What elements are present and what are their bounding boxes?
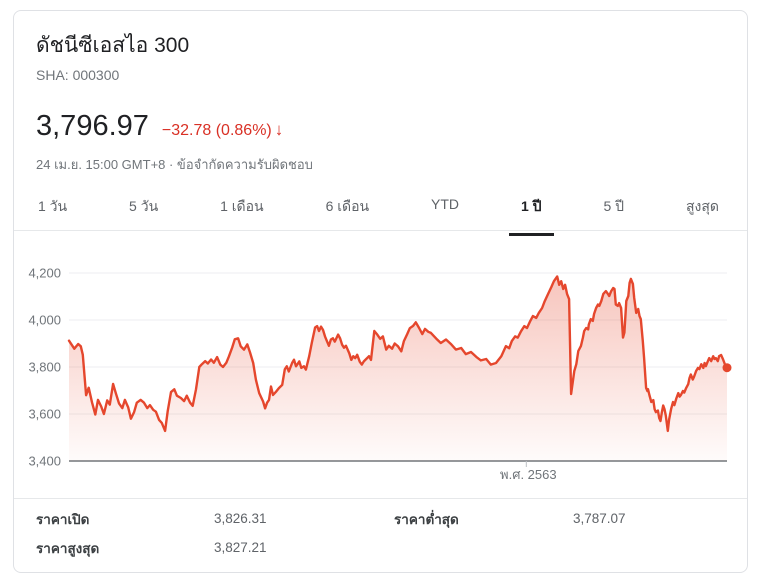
last-price-dot (722, 363, 732, 373)
stat-label: ราคาเปิด (36, 511, 90, 527)
y-axis-tick-label: 3,800 (28, 360, 61, 375)
finance-card: ดัชนีซีเอสไอ 300 SHA: 000300 3,796.97 −3… (13, 10, 748, 573)
current-price: 3,796.97 (36, 110, 149, 142)
stats-row: ราคาสูงสุด 3,827.21 (14, 533, 747, 562)
stats-table: ราคาเปิด 3,826.31 ราคาต่ำสุด 3,787.07 ราคาสู… (14, 498, 747, 562)
tab-5-year[interactable]: 5 ปี (603, 198, 625, 214)
tab-max[interactable]: สูงสุด (685, 198, 719, 214)
timestamp: 24 เม.ย. 15:00 GMT+8 · ข้อจำกัดความรับผิ… (36, 157, 313, 172)
exchange-ticker: SHA: 000300 (36, 67, 120, 83)
price-chart[interactable]: 4,200 4,000 3,800 3,600 3,400 พ.ศ. 2563 (14, 246, 749, 498)
price-line (67, 275, 729, 433)
y-axis-tick-label: 4,200 (28, 266, 61, 281)
tab-5-day[interactable]: 5 วัน (129, 198, 159, 214)
stat-label: ราคาสูงสุด (36, 540, 100, 556)
tab-6-month[interactable]: 6 เดือน (325, 198, 370, 214)
tab-ytd[interactable]: YTD (431, 196, 460, 212)
stat-value: 3,826.31 (214, 511, 267, 526)
stat-value: 3,787.07 (573, 511, 626, 526)
y-axis-tick-label: 4,000 (28, 313, 61, 328)
tab-1-year[interactable]: 1 ปี (509, 190, 553, 236)
y-axis-tick-label: 3,600 (28, 407, 61, 422)
page-title: ดัชนีซีเอสไอ 300 (36, 34, 190, 57)
price-row: 3,796.97 −32.78 (0.86%) ↓ (36, 110, 283, 143)
y-axis-tick-label: 3,400 (28, 454, 61, 469)
range-tabs: 1 วัน 5 วัน 1 เดือน 6 เดือน YTD 1 ปี 5 ปี สูงสุ… (14, 190, 747, 236)
stats-row: ราคาเปิด 3,826.31 ราคาต่ำสุด 3,787.07 (14, 504, 747, 533)
tab-1-day[interactable]: 1 วัน (38, 198, 68, 214)
arrow-down-icon: ↓ (274, 120, 284, 139)
stat-label: ราคาต่ำสุด (394, 511, 459, 527)
price-area-fill (69, 276, 727, 461)
tab-1-month[interactable]: 1 เดือน (220, 198, 264, 214)
price-change: −32.78 (0.86%) (161, 122, 272, 139)
x-axis-tick-label: พ.ศ. 2563 (500, 467, 557, 482)
divider (14, 230, 747, 231)
stat-value: 3,827.21 (214, 540, 267, 555)
